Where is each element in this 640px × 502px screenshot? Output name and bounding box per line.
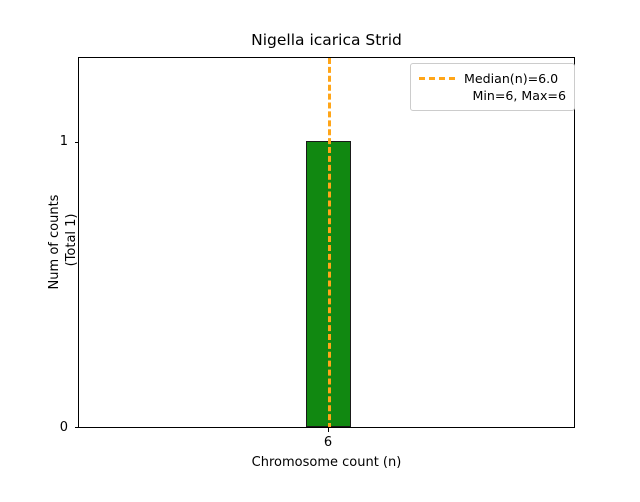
legend-label-minmax: Min=6, Max=6 [472, 88, 566, 103]
median-line [328, 58, 331, 427]
chart-figure: Nigella icarica Strid 0 1 6 Chromosome c… [47, 31, 575, 470]
ytick-mark-0 [74, 427, 78, 429]
ytick-label-1: 1 [59, 134, 68, 149]
dashed-line-icon [419, 74, 455, 84]
xtick-mark-6 [327, 428, 329, 432]
legend: Median(n)=6.0 Min=6, Max=6 [410, 63, 575, 111]
chart-title: Nigella icarica Strid [251, 31, 402, 49]
legend-label-median: Median(n)=6.0 [464, 71, 559, 86]
plot-area [78, 57, 575, 428]
ytick-label-0: 0 [59, 420, 68, 435]
legend-item-median: Median(n)=6.0 [419, 70, 566, 87]
legend-item-minmax: Min=6, Max=6 [419, 87, 566, 104]
ytick-mark-1 [74, 141, 78, 143]
x-axis-label: Chromosome count (n) [251, 455, 402, 470]
xtick-label-6: 6 [323, 435, 333, 450]
